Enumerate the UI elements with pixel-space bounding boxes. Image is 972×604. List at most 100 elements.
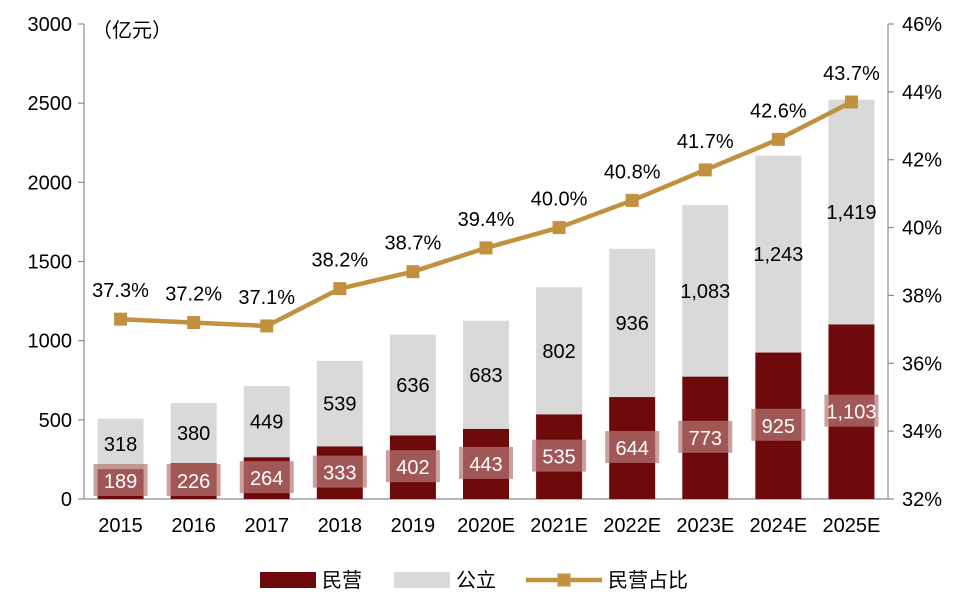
x-tick-label: 2024E — [749, 515, 807, 537]
bar-gongli — [97, 418, 144, 470]
y-left-tick-label: 0 — [61, 489, 72, 511]
bar-gongli — [609, 248, 656, 398]
label-badge-minying — [93, 464, 148, 496]
data-label-share: 42.6% — [750, 100, 807, 122]
y-left-tick-label: 500 — [39, 410, 72, 432]
bar-gongli — [682, 205, 729, 377]
y-right-tick-label: 36% — [902, 353, 942, 375]
x-tick-label: 2021E — [530, 515, 588, 537]
label-badge-minying — [824, 394, 879, 427]
data-label-share: 40.8% — [604, 161, 661, 183]
label-badge-minying — [166, 464, 221, 496]
data-label-gongli: 636 — [396, 375, 429, 397]
bar-gongli — [170, 403, 217, 464]
x-tick-label: 2015 — [98, 515, 143, 537]
x-tick-label: 2017 — [244, 515, 289, 537]
bar-gongli — [316, 360, 363, 447]
data-label-gongli: 449 — [250, 412, 283, 434]
data-label-gongli: 1,083 — [680, 281, 730, 303]
data-label-share: 39.4% — [458, 209, 515, 231]
x-tick-label: 2023E — [676, 515, 734, 537]
data-label-share: 43.7% — [823, 63, 880, 85]
share-line-marker — [260, 319, 274, 333]
legend-label-gongli: 公立 — [456, 569, 496, 592]
share-line-marker — [771, 132, 785, 146]
data-label-gongli: 318 — [104, 434, 137, 456]
data-label-gongli: 683 — [469, 365, 502, 387]
label-badge-minying — [678, 420, 733, 453]
x-tick-label: 2018 — [318, 515, 363, 537]
share-line-marker — [479, 241, 493, 255]
data-label-gongli: 1,243 — [753, 244, 803, 266]
share-line-marker — [187, 316, 201, 330]
y-right-tick-label: 40% — [902, 218, 942, 240]
x-tick-label: 2022E — [603, 515, 661, 537]
label-badge-minying — [532, 439, 587, 472]
y-right-tick-label: 46% — [902, 14, 942, 36]
data-label-minying: 644 — [615, 438, 648, 460]
legend-swatch-gongli — [394, 572, 450, 588]
data-label-gongli: 539 — [323, 394, 356, 416]
unit-label: （亿元） — [92, 19, 172, 42]
bar-gongli — [389, 334, 436, 436]
y-left-tick-label: 1500 — [28, 252, 73, 274]
share-line-marker — [625, 193, 639, 207]
data-label-share: 38.2% — [311, 250, 368, 272]
bar-gongli — [755, 155, 802, 353]
y-right-tick-label: 32% — [902, 489, 942, 511]
data-labels: 189 318 226 380 264 449 333 539 402 636 443 683 535 8… — [92, 63, 880, 496]
legend-swatch-share-marker — [557, 573, 571, 587]
label-badge-minying — [751, 408, 806, 441]
y-left-tick-label: 1000 — [28, 331, 73, 353]
x-tick-label: 2020E — [457, 515, 515, 537]
share-line-marker — [114, 312, 128, 326]
data-label-share: 37.1% — [238, 287, 295, 309]
data-label-share: 37.2% — [165, 284, 222, 306]
data-label-minying: 189 — [104, 471, 137, 493]
bar-gongli — [243, 386, 290, 458]
x-tick-label: 2019 — [391, 515, 436, 537]
bar-gongli — [828, 99, 875, 325]
y-right-tick-label: 34% — [902, 421, 942, 443]
data-label-minying: 773 — [689, 428, 722, 450]
y-right-tick-label: 42% — [902, 150, 942, 172]
data-label-minying: 226 — [177, 471, 210, 493]
data-label-gongli: 1,419 — [826, 202, 876, 224]
data-label-share: 38.7% — [385, 233, 442, 255]
data-label-minying: 535 — [542, 447, 575, 469]
label-badge-minying — [385, 450, 440, 483]
label-badge-minying — [239, 461, 294, 494]
data-label-minying: 333 — [323, 463, 356, 485]
legend-label-minying: 民营 — [322, 569, 362, 592]
data-label-minying: 264 — [250, 468, 283, 490]
legend: 民营 公立 民营占比 — [260, 569, 688, 592]
data-label-gongli: 936 — [615, 313, 648, 335]
share-line-marker — [698, 163, 712, 177]
data-label-gongli: 802 — [542, 341, 575, 363]
share-line-marker — [552, 221, 566, 235]
label-badge-minying — [459, 446, 513, 479]
y-left-tick-label: 2500 — [28, 93, 73, 115]
data-label-minying: 443 — [469, 454, 502, 476]
data-label-minying: 1,103 — [826, 402, 876, 424]
data-label-share: 40.0% — [531, 189, 588, 211]
legend-swatch-minying — [260, 572, 316, 588]
bar-gongli — [536, 287, 583, 415]
x-tick-label: 2016 — [171, 515, 216, 537]
data-label-share: 41.7% — [677, 131, 734, 153]
share-line-marker — [844, 95, 858, 109]
axes: 0 500 1000 1500 2000 2500 3000 32% 34% 36% 38% 40% 4… — [28, 14, 943, 537]
legend-label-share: 民营占比 — [608, 569, 688, 592]
data-label-minying: 925 — [762, 416, 795, 438]
y-left-tick-label: 3000 — [28, 14, 73, 36]
share-line-marker — [406, 265, 420, 279]
data-label-share: 37.3% — [92, 280, 149, 302]
y-left-tick-label: 2000 — [28, 172, 73, 194]
share-line-marker — [333, 282, 347, 296]
bar-gongli — [463, 320, 509, 429]
label-badge-minying — [605, 431, 660, 464]
y-right-tick-label: 38% — [902, 285, 942, 307]
data-label-minying: 402 — [396, 457, 429, 479]
share-line — [114, 95, 858, 333]
